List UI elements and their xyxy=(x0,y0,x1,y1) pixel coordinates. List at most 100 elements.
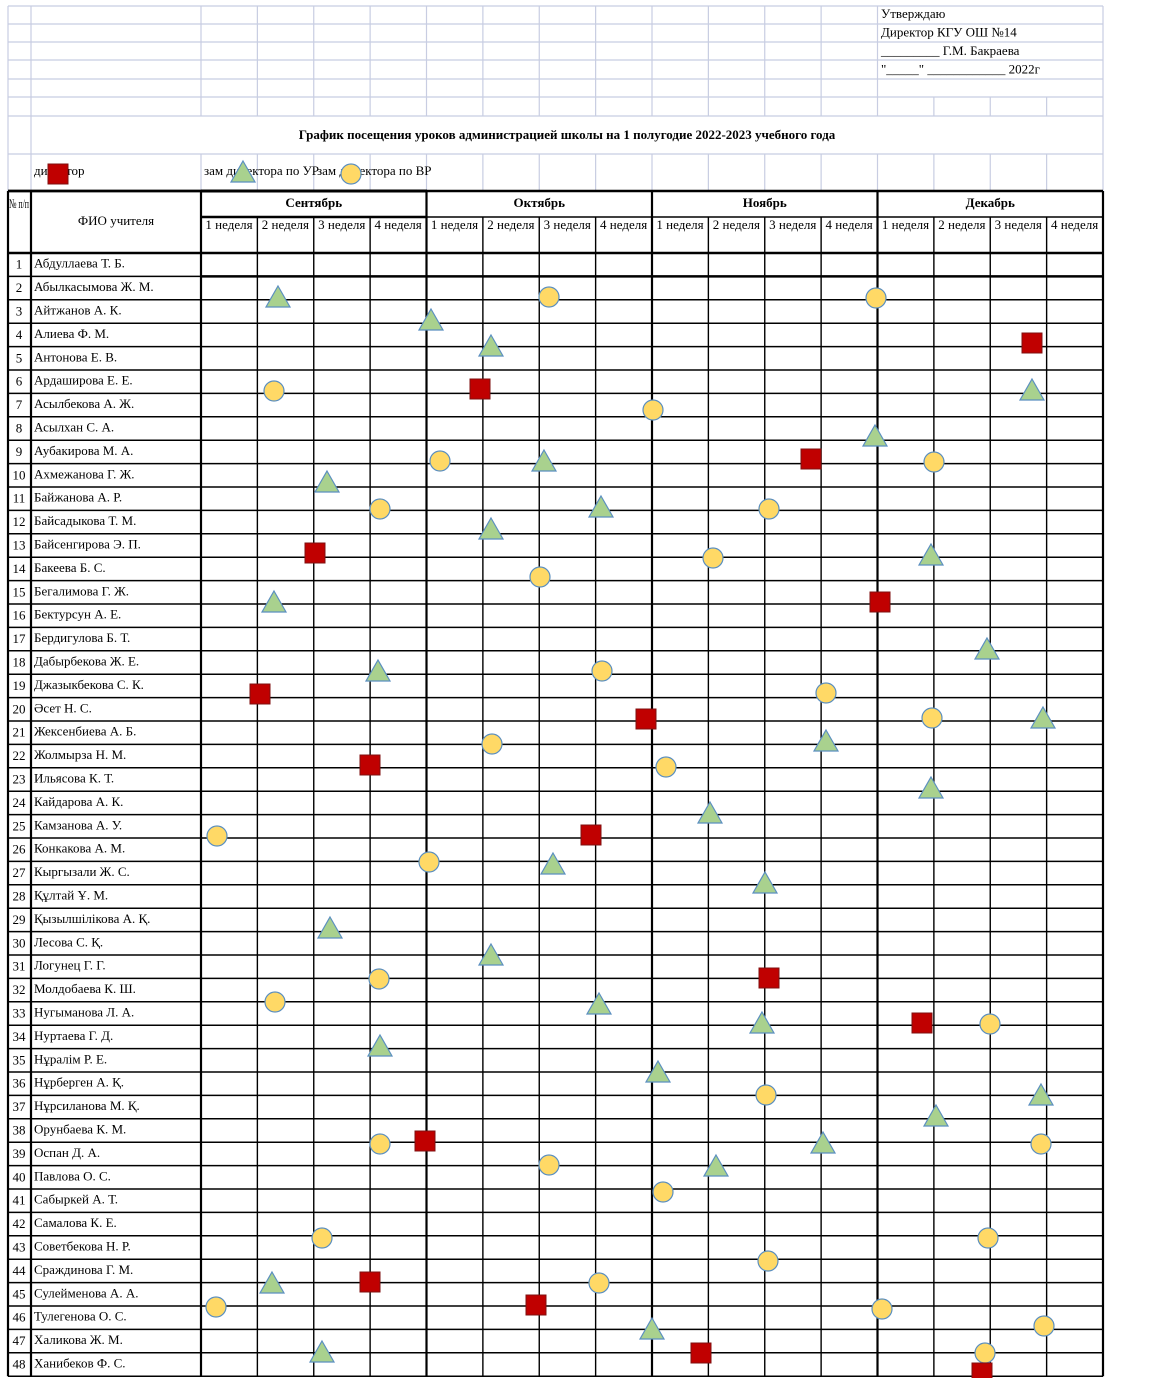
deputy-vr-mark xyxy=(921,707,943,729)
teacher-name: Нұрберген А. Қ. xyxy=(34,1075,124,1090)
teacher-name: Жолмырза Н. М. xyxy=(34,747,126,762)
deputy-vr-mark xyxy=(655,756,677,778)
director-mark xyxy=(304,542,326,564)
deputy-vr-mark xyxy=(588,1272,610,1294)
director-mark xyxy=(359,1271,381,1293)
director-mark xyxy=(47,163,69,185)
teacher-name: Сулейменова А. А. xyxy=(34,1285,138,1300)
row-number: 2 xyxy=(16,280,23,295)
deputy-ur-mark xyxy=(585,991,613,1015)
week-header: 1 неделя xyxy=(205,217,252,232)
row-number: 11 xyxy=(13,491,26,506)
row-number: 26 xyxy=(13,842,27,857)
teacher-name: Байсадыкова Т. М. xyxy=(34,513,136,528)
deputy-ur-mark xyxy=(477,942,505,966)
deputy-vr-mark xyxy=(369,1133,391,1155)
director-mark xyxy=(414,1130,436,1152)
teacher-name: Нугыманова Л. А. xyxy=(34,1004,134,1019)
week-header: 2 неделя xyxy=(938,217,985,232)
month-header: Октябрь xyxy=(514,195,566,210)
teacher-name: Аубакирова М. А. xyxy=(34,443,133,458)
row-number: 9 xyxy=(16,444,23,459)
week-header: 1 неделя xyxy=(656,217,703,232)
deputy-ur-mark xyxy=(644,1059,672,1083)
deputy-vr-mark xyxy=(815,682,837,704)
deputy-vr-mark xyxy=(538,1154,560,1176)
row-number: 46 xyxy=(13,1310,27,1325)
header-name: ФИО учителя xyxy=(78,213,154,228)
teacher-name: Сабыркей А. Т. xyxy=(34,1192,118,1207)
row-number: 12 xyxy=(13,514,26,529)
deputy-vr-mark xyxy=(923,451,945,473)
deputy-vr-mark xyxy=(340,163,362,185)
week-header: 3 неделя xyxy=(769,217,816,232)
approval-line: "_____" ____________ 2022г xyxy=(881,61,1040,76)
row-number: 38 xyxy=(13,1122,26,1137)
row-number: 14 xyxy=(13,561,27,576)
teacher-name: Бегалимова Г. Ж. xyxy=(34,583,129,598)
deputy-ur-mark xyxy=(477,516,505,540)
row-number: 31 xyxy=(13,959,26,974)
approval-line: _________ Г.М. Бакраева xyxy=(880,43,1020,58)
deputy-vr-mark xyxy=(205,1296,227,1318)
week-header: 4 неделя xyxy=(826,217,873,232)
deputy-ur-mark xyxy=(366,1033,394,1057)
row-number: 8 xyxy=(16,420,23,435)
deputy-ur-mark xyxy=(917,542,945,566)
deputy-vr-mark xyxy=(418,851,440,873)
row-number: 41 xyxy=(13,1193,26,1208)
director-mark xyxy=(971,1362,993,1378)
deputy-ur-mark xyxy=(417,307,445,331)
deputy-ur-mark xyxy=(229,159,257,183)
director-mark xyxy=(359,754,381,776)
director-mark xyxy=(249,683,271,705)
row-number: 10 xyxy=(13,467,26,482)
teacher-name: Камзанова А. У. xyxy=(34,817,122,832)
month-header: Сентябрь xyxy=(285,195,342,210)
teacher-name: Оспан Д. А. xyxy=(34,1145,100,1160)
deputy-ur-mark xyxy=(973,636,1001,660)
row-number: 48 xyxy=(13,1356,26,1371)
director-mark xyxy=(525,1294,547,1316)
teacher-name: Павлова О. С. xyxy=(34,1168,111,1183)
director-mark xyxy=(758,967,780,989)
deputy-vr-mark xyxy=(758,498,780,520)
row-number: 28 xyxy=(13,888,26,903)
teacher-name: Әсет Н. С. xyxy=(34,700,92,715)
teacher-name: Бердигулова Б. Т. xyxy=(34,630,130,645)
row-number: 44 xyxy=(13,1263,27,1278)
deputy-vr-mark xyxy=(368,968,390,990)
teacher-name: Асылхан С. А. xyxy=(34,419,114,434)
teacher-name: Кайдарова А. К. xyxy=(34,794,123,809)
deputy-ur-mark xyxy=(313,469,341,493)
teacher-name: Лесова С. Қ. xyxy=(34,934,103,949)
deputy-vr-mark xyxy=(977,1227,999,1249)
deputy-ur-mark xyxy=(587,494,615,518)
deputy-ur-mark xyxy=(477,333,505,357)
row-number: 7 xyxy=(16,397,23,412)
deputy-vr-mark xyxy=(264,991,286,1013)
director-mark xyxy=(690,1342,712,1364)
week-header: 2 неделя xyxy=(487,217,534,232)
deputy-ur-mark xyxy=(539,851,567,875)
week-header: 4 неделя xyxy=(375,217,422,232)
teacher-name: Абылкасымова Ж. М. xyxy=(34,279,154,294)
row-number: 13 xyxy=(13,537,26,552)
teacher-name: Логунец Г. Г. xyxy=(34,958,106,973)
row-number: 24 xyxy=(13,795,27,810)
row-number: 27 xyxy=(13,865,27,880)
deputy-vr-mark xyxy=(591,660,613,682)
deputy-vr-mark xyxy=(311,1227,333,1249)
deputy-vr-mark xyxy=(481,733,503,755)
week-header: 4 неделя xyxy=(1051,217,1098,232)
teacher-name: Байжанова А. Р. xyxy=(34,490,122,505)
teacher-name: Байсенгирова Э. П. xyxy=(34,536,141,551)
teacher-name: Ханибеков Ф. С. xyxy=(34,1355,126,1370)
row-number: 40 xyxy=(13,1169,26,1184)
deputy-ur-mark xyxy=(258,1270,286,1294)
teacher-name: Халикова Ж. М. xyxy=(34,1332,123,1347)
row-number: 42 xyxy=(13,1216,26,1231)
deputy-vr-mark xyxy=(538,286,560,308)
teacher-name: Дабырбекова Ж. Е. xyxy=(34,653,139,668)
